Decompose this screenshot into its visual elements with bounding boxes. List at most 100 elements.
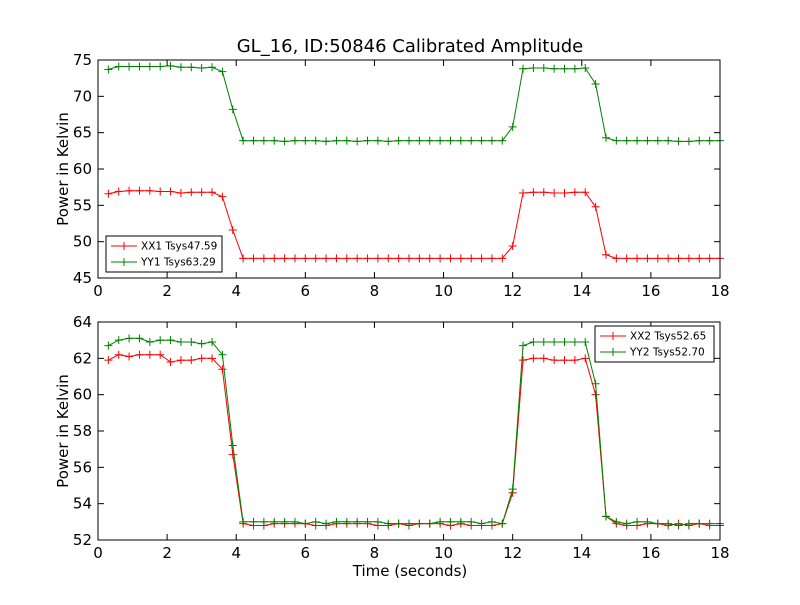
- bottom-subplot: Power in Kelvin Time (seconds) 0 2 4 6 8 10 12…: [54, 313, 730, 580]
- chart-title: GL_16, ID:50846 Calibrated Amplitude: [237, 36, 584, 57]
- bottom-data-point: [415, 519, 424, 528]
- bottom-data-point: [114, 336, 123, 345]
- top-x-tick-label: 14: [572, 282, 591, 300]
- top-data-point: [322, 137, 331, 146]
- bottom-data-point: [104, 341, 113, 350]
- top-data-point: [570, 64, 579, 73]
- bottom-data-point: [125, 352, 134, 361]
- bottom-data-point: [519, 356, 528, 365]
- top-data-point: [570, 188, 579, 197]
- bottom-plot-frame: [97, 321, 721, 541]
- top-data-point: [508, 122, 517, 131]
- bottom-data-point: [135, 350, 144, 359]
- top-y-tick-label: 50: [73, 233, 92, 251]
- bottom-data-point: [280, 517, 289, 526]
- top-data-point: [301, 136, 310, 145]
- top-data-point: [477, 254, 486, 263]
- top-data-point: [591, 202, 600, 211]
- top-data-point: [280, 254, 289, 263]
- top-data-point: [601, 133, 610, 142]
- top-data-point: [208, 63, 217, 72]
- bottom-data-point: [653, 519, 662, 528]
- top-legend-label-xx1: XX1 Tsys47.59: [141, 241, 217, 253]
- bottom-data-point: [529, 354, 538, 363]
- top-data-point: [114, 187, 123, 196]
- top-data-point: [290, 136, 299, 145]
- top-data-point: [415, 254, 424, 263]
- bottom-data-point: [633, 517, 642, 526]
- top-subplot: GL_16, ID:50846 Calibrated Amplitude Pow…: [54, 36, 730, 300]
- top-data-point: [363, 254, 372, 263]
- bottom-x-axis-label: Time (seconds): [352, 562, 468, 580]
- bottom-y-tick-label: 60: [73, 386, 92, 404]
- bottom-legend-label-xx2: XX2 Tsys52.65: [630, 331, 706, 343]
- bottom-legend-box: [594, 325, 715, 363]
- top-data-point: [373, 136, 382, 145]
- top-data-point: [322, 254, 331, 263]
- top-y-tick-label: 45: [73, 269, 92, 287]
- top-y-tick-label: 55: [73, 196, 92, 214]
- bottom-data-point: [581, 337, 590, 346]
- bottom-y-tick-label: 56: [73, 458, 92, 476]
- top-data-point: [643, 254, 652, 263]
- top-data-point: [156, 187, 165, 196]
- bottom-data-point: [311, 517, 320, 526]
- bottom-data-point: [218, 350, 227, 359]
- top-data-point: [643, 136, 652, 145]
- top-data-point: [239, 136, 248, 145]
- top-data-point: [560, 64, 569, 73]
- bottom-data-point: [456, 517, 465, 526]
- bottom-data-point: [550, 356, 559, 365]
- top-data-point: [270, 254, 279, 263]
- top-data-point: [125, 186, 134, 195]
- bottom-data-point: [550, 337, 559, 346]
- top-x-tick-label: 0: [93, 282, 103, 300]
- top-data-point: [332, 254, 341, 263]
- bottom-data-point: [570, 337, 579, 346]
- top-data-point: [705, 254, 714, 263]
- top-data-point: [633, 254, 642, 263]
- top-x-tick-label: 2: [162, 282, 172, 300]
- top-data-point: [197, 188, 206, 197]
- bottom-data-point: [695, 519, 704, 528]
- top-data-point: [166, 61, 175, 70]
- bottom-data-point: [156, 350, 165, 359]
- top-x-tick-label: 6: [301, 282, 311, 300]
- bottom-data-point: [664, 519, 673, 528]
- top-data-point: [653, 254, 662, 263]
- bottom-x-tick-label: 18: [710, 544, 729, 562]
- top-data-point: [135, 186, 144, 195]
- bottom-x-tick-label: 10: [434, 544, 453, 562]
- bottom-data-point: [249, 517, 258, 526]
- bottom-data-point: [591, 379, 600, 388]
- top-data-point: [622, 254, 631, 263]
- top-data-point: [394, 136, 403, 145]
- bottom-data-point: [156, 336, 165, 345]
- bottom-data-point: [487, 517, 496, 526]
- top-data-point: [342, 254, 351, 263]
- bottom-legend: XX2 Tsys52.65 YY2 Tsys52.70: [594, 325, 715, 363]
- bottom-data-point: [166, 357, 175, 366]
- top-data-point: [311, 136, 320, 145]
- top-data-point: [508, 242, 517, 251]
- bottom-data-point: [581, 354, 590, 363]
- bottom-legend-marker-yy2: [609, 348, 617, 356]
- top-data-point: [342, 136, 351, 145]
- bottom-data-point: [529, 337, 538, 346]
- bottom-y-tick-label: 64: [73, 313, 92, 331]
- top-data-point: [259, 136, 268, 145]
- bottom-data-point: [373, 517, 382, 526]
- top-data-point: [591, 79, 600, 88]
- top-data-point: [550, 64, 559, 73]
- bottom-y-axis-label: Power in Kelvin: [54, 374, 72, 488]
- top-data-point: [674, 137, 683, 146]
- bottom-data-point: [684, 519, 693, 528]
- top-data-point: [373, 254, 382, 263]
- top-x-tick-label: 8: [370, 282, 380, 300]
- top-legend-label-yy1: YY1 Tsys63.29: [140, 257, 216, 269]
- top-x-tick-label: 16: [641, 282, 660, 300]
- bottom-legend-marker-xx2: [609, 332, 617, 340]
- bottom-data-point: [384, 519, 393, 528]
- top-data-point: [560, 188, 569, 197]
